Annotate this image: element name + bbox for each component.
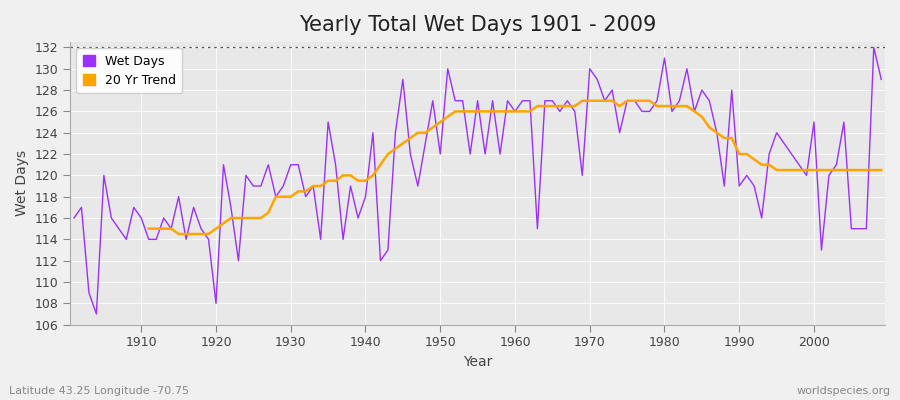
Text: Latitude 43.25 Longitude -70.75: Latitude 43.25 Longitude -70.75 — [9, 386, 189, 396]
Legend: Wet Days, 20 Yr Trend: Wet Days, 20 Yr Trend — [76, 48, 183, 93]
Title: Yearly Total Wet Days 1901 - 2009: Yearly Total Wet Days 1901 - 2009 — [299, 15, 656, 35]
Text: worldspecies.org: worldspecies.org — [796, 386, 891, 396]
Y-axis label: Wet Days: Wet Days — [15, 150, 29, 216]
X-axis label: Year: Year — [463, 355, 492, 369]
